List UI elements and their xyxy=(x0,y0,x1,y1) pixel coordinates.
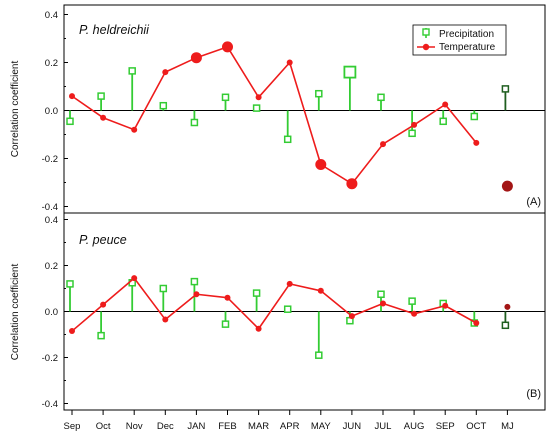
month-label: FEB xyxy=(218,421,236,432)
temperature-marker xyxy=(286,59,293,66)
month-label: Dec xyxy=(157,421,174,432)
month-label: JUN xyxy=(343,421,362,432)
precipitation-marker xyxy=(221,93,230,102)
temperature-marker xyxy=(346,178,358,190)
precipitation-marker xyxy=(470,112,479,121)
precipitation-marker xyxy=(221,320,230,328)
month-label: Sep xyxy=(64,421,81,432)
temperature-marker xyxy=(442,101,449,108)
temperature-marker xyxy=(162,316,169,323)
precipitation-marker xyxy=(190,277,199,286)
legend-precip-label: Precipitation xyxy=(439,29,494,40)
temperature-marker xyxy=(380,300,386,307)
panel-a-title: P. heldreichii xyxy=(79,23,150,37)
y-tick-label: 0.4 xyxy=(45,10,58,21)
legend-temp-marker xyxy=(422,43,430,51)
precipitation-marker xyxy=(128,67,136,75)
temperature-marker xyxy=(411,121,418,128)
month-label: AUG xyxy=(404,421,425,432)
panel-a-tag: (A) xyxy=(526,196,541,208)
month-label: SEP xyxy=(436,421,455,432)
panel-b-ylabel: Correlation coefficient xyxy=(10,264,21,361)
precipitation-marker xyxy=(159,284,168,293)
temperature-marker xyxy=(473,139,480,146)
temperature-marker xyxy=(190,52,202,64)
temperature-marker xyxy=(224,294,231,301)
month-label: MAR xyxy=(248,421,269,432)
temperature-marker xyxy=(501,180,513,192)
precipitation-marker xyxy=(252,104,261,112)
temperature-marker xyxy=(69,93,75,100)
precipitation-marker xyxy=(408,129,416,138)
precipitation-marker xyxy=(439,117,447,126)
legend-precip-marker xyxy=(422,28,430,36)
precipitation-marker xyxy=(97,331,105,340)
temperature-marker xyxy=(131,126,138,133)
y-tick-label: 0.4 xyxy=(45,215,58,226)
temperature-marker xyxy=(69,328,75,335)
precipitation-marker xyxy=(315,89,323,98)
temperature-marker xyxy=(255,325,262,332)
temperature-marker xyxy=(348,313,355,320)
temperature-marker xyxy=(315,159,327,170)
temperature-marker xyxy=(317,287,324,294)
temperature-marker xyxy=(442,302,449,309)
legend: Precipitation Temperature xyxy=(412,24,507,56)
precipitation-marker xyxy=(283,135,292,144)
temperature-marker xyxy=(473,320,480,326)
y-tick-label: -0.4 xyxy=(42,399,58,410)
panel-peuce: P. peuce (B) Correlation coefficient 0.4… xyxy=(10,212,546,411)
temperature-line xyxy=(71,46,477,185)
temperature-marker xyxy=(504,303,511,310)
panel-a-ylabel: Correlation coefficient xyxy=(10,61,21,158)
temperature-line xyxy=(71,277,477,332)
y-tick-label: -0.2 xyxy=(42,154,58,165)
precipitation-marker xyxy=(377,290,385,298)
temperature-marker xyxy=(380,141,386,148)
precipitation-marker xyxy=(190,118,199,127)
temperature-marker xyxy=(222,41,233,53)
precipitation-marker xyxy=(501,85,510,93)
precipitation-marker xyxy=(283,305,292,313)
precipitation-marker xyxy=(66,117,74,126)
precipitation-marker xyxy=(315,351,323,359)
temperature-marker xyxy=(162,69,169,76)
month-label: JUL xyxy=(375,421,392,432)
y-tick-label: -0.4 xyxy=(42,202,58,213)
y-tick-label: 0.2 xyxy=(45,261,58,272)
y-tick-label: 0.0 xyxy=(45,307,58,318)
temperature-marker xyxy=(193,291,200,298)
precipitation-marker xyxy=(159,101,168,110)
legend-box xyxy=(412,24,507,56)
month-label: Oct xyxy=(96,421,111,432)
temperature-marker xyxy=(255,94,262,101)
month-label: JAN xyxy=(187,421,205,432)
precipitation-marker xyxy=(501,321,510,330)
temperature-marker xyxy=(100,114,107,121)
y-tick-label: -0.2 xyxy=(42,353,58,364)
y-tick-label: 0.0 xyxy=(45,106,58,117)
panel-heldreichii: P. heldreichii (A) Correlation coefficie… xyxy=(10,4,546,214)
precipitation-marker xyxy=(66,280,74,288)
precipitation-marker xyxy=(408,297,416,305)
y-tick-label: 0.2 xyxy=(45,58,58,69)
legend-temp-label: Temperature xyxy=(439,42,496,53)
temperature-marker xyxy=(411,310,418,317)
precipitation-marker xyxy=(377,93,385,102)
month-label: OCT xyxy=(466,421,486,432)
precipitation-marker xyxy=(97,92,105,100)
temperature-marker xyxy=(131,275,138,282)
panel-b-title: P. peuce xyxy=(79,233,127,247)
month-axis: Sep Oct Nov Dec JAN FEB MAR APR MAY JUN JUL AUG SEP O… xyxy=(64,410,514,432)
month-label: MJ xyxy=(501,421,514,432)
temperature-marker xyxy=(100,301,107,308)
month-label: APR xyxy=(280,421,300,432)
month-label: MAY xyxy=(311,421,332,432)
precipitation-marker xyxy=(343,65,357,79)
panel-b-tag: (B) xyxy=(526,388,541,400)
month-label: Nov xyxy=(126,421,143,432)
precipitation-marker xyxy=(252,289,261,297)
temperature-marker xyxy=(286,280,293,287)
